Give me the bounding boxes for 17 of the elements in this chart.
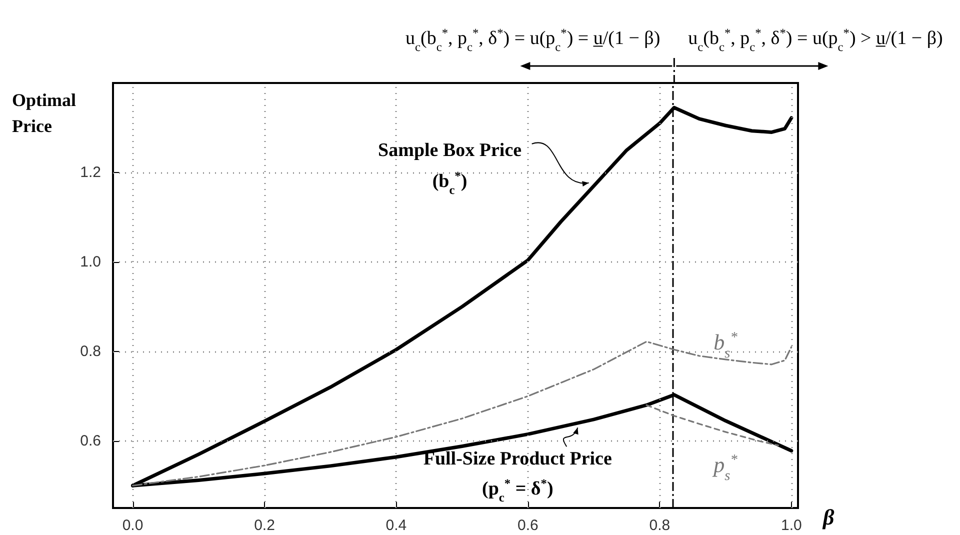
text: u$_{c}$(b$_{c}$$^{*}$, p$_{c}$$^{*}$, δ$^{*}$) = u(p$_{c}$$^{*}$) = u̲/(1 − β) xyxy=(406,26,660,54)
x-tick-label: 1.0 xyxy=(780,517,802,534)
y-tick-label: 1.0 xyxy=(80,253,101,270)
y-tick-label: 0.6 xyxy=(80,432,101,450)
text: u$_{c}$(b$_{c}$$^{*}$, p$_{c}$$^{*}$, δ$^{*}$) = u(p$_{c}$$^{*}$) > u̲/(1 − β) xyxy=(688,26,943,54)
x-tick-label: 0.4 xyxy=(386,517,407,534)
annotation: Sample Box Price (b$_{c}$$^{*}$) xyxy=(378,140,522,197)
x-tick-label: 0.6 xyxy=(518,517,538,534)
annotation: Full-Size Product Price (p$_{c}$$^{*}$ = δ$^{*}$) xyxy=(423,448,612,505)
x-tick-label: 0.0 xyxy=(122,517,144,534)
x-axis-title: β xyxy=(822,504,835,530)
y-tick-label: 0.8 xyxy=(80,342,101,360)
x-tick-label: 0.2 xyxy=(254,517,275,534)
y-tick-label: 1.2 xyxy=(80,164,101,181)
y-axis-title: Optimal Price xyxy=(12,90,81,136)
x-tick-label: 0.8 xyxy=(649,517,670,534)
line-series xyxy=(646,404,780,446)
